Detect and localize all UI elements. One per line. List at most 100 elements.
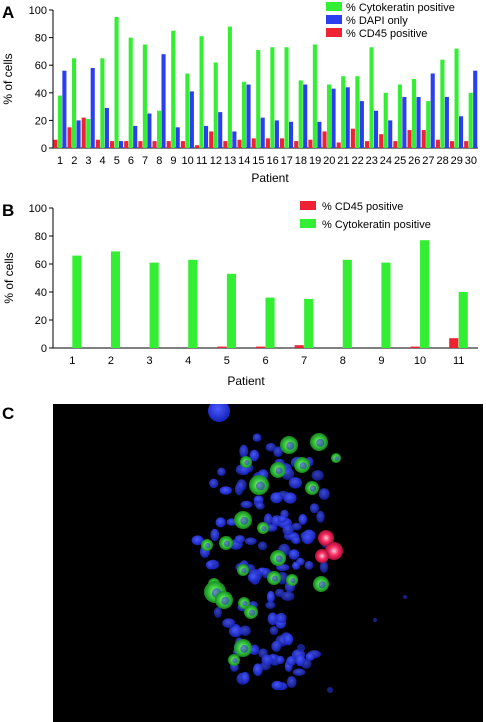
cell-nucleus [309, 485, 317, 492]
nucleus [295, 654, 306, 667]
cell-nucleus [248, 609, 256, 616]
nucleus [286, 656, 297, 666]
x-tick-label: 8 [340, 355, 346, 367]
bar-dapi-only-patient-17 [289, 121, 294, 148]
bar-cytokeratin-positive-patient-18 [298, 80, 303, 148]
bar-cytokeratin-positive-patient-7 [304, 299, 314, 348]
nucleus [309, 503, 319, 514]
x-tick-label: 7 [301, 355, 307, 367]
cell-nucleus [261, 525, 267, 532]
bar-cd45-positive-patient-15 [251, 138, 256, 148]
bar-cd45-positive-patient-29 [450, 141, 455, 148]
bar-cytokeratin-positive-patient-4 [100, 58, 105, 148]
x-tick-label: 10 [181, 155, 193, 167]
y-tick-label: 20 [35, 315, 47, 327]
nucleus [319, 560, 329, 573]
bar-cytokeratin-positive-patient-10 [420, 240, 430, 348]
bar-cd45-positive-patient-28 [435, 139, 440, 148]
panel-b-xlabel: Patient [227, 374, 265, 388]
bar-cd45-positive-patient-12 [209, 131, 214, 148]
bar-cd45-positive-patient-24 [379, 134, 384, 148]
legend-swatch-cd45 [300, 201, 316, 210]
bar-cd45-positive-patient-3 [81, 117, 86, 148]
bar-dapi-only-patient-15 [260, 117, 265, 148]
bar-dapi-only-patient-27 [430, 73, 435, 148]
y-tick-label: 100 [29, 203, 47, 215]
cell-nucleus [316, 438, 325, 447]
bar-cytokeratin-positive-patient-22 [355, 76, 360, 148]
bar-cd45-positive-patient-30 [464, 141, 469, 148]
bar-cd45-positive-patient-8 [152, 141, 157, 148]
nucleus [297, 644, 305, 652]
cell-nucleus [221, 596, 230, 605]
panel-a-xlabel: Patient [251, 171, 289, 185]
nucleus [261, 654, 273, 666]
x-tick-label: 10 [414, 355, 426, 367]
bar-dapi-only-patient-2 [76, 120, 81, 148]
bar-cytokeratin-positive-patient-8 [157, 110, 162, 148]
bar-cytokeratin-positive-patient-5 [114, 16, 119, 149]
nucleus [311, 470, 324, 481]
bar-dapi-only-patient-26 [416, 96, 421, 148]
x-tick-label: 29 [451, 155, 463, 167]
nucleus [217, 467, 226, 476]
legend-label-cd45: % CD45 positive [322, 201, 403, 213]
nucleus [252, 663, 263, 676]
bar-cd45-positive-patient-19 [308, 139, 313, 148]
bar-cytokeratin-positive-patient-11 [199, 36, 204, 148]
y-tick-label: 20 [35, 115, 47, 127]
nucleus [222, 618, 236, 628]
nucleus [252, 433, 262, 442]
bar-cytokeratin-positive-patient-2 [110, 251, 121, 348]
nucleus [275, 612, 287, 624]
nucleus [263, 513, 273, 526]
bar-cd45-positive-patient-22 [350, 128, 355, 148]
bar-cytokeratin-positive-patient-8 [342, 259, 352, 348]
bar-cytokeratin-positive-patient-9 [171, 30, 176, 149]
bar-cytokeratin-positive-patient-10 [185, 73, 190, 148]
cell-nucleus [240, 644, 249, 653]
bar-cd45-positive-patient-18 [294, 141, 299, 148]
x-tick-label: 6 [262, 355, 268, 367]
x-tick-label: 24 [380, 155, 392, 167]
bar-cd45-positive-patient-9 [166, 141, 171, 148]
x-tick-label: 30 [465, 155, 477, 167]
bar-dapi-only-patient-6 [133, 125, 138, 148]
nucleus [305, 652, 315, 661]
bar-cytokeratin-positive-patient-23 [369, 47, 374, 149]
bar-dapi-only-patient-25 [402, 96, 407, 148]
legend-swatch-dapi [326, 15, 342, 24]
bar-dapi-only-patient-18 [303, 84, 308, 148]
bar-cytokeratin-positive-patient-15 [256, 50, 261, 148]
bar-dapi-only-patient-5 [119, 141, 124, 148]
bar-dapi-only-patient-22 [359, 101, 364, 148]
cell-nucleus [241, 567, 247, 574]
x-tick-label: 21 [337, 155, 349, 167]
x-tick-label: 22 [351, 155, 363, 167]
bar-cd45-positive-patient-7 [294, 345, 304, 348]
nucleus [257, 541, 268, 551]
x-tick-label: 26 [408, 155, 420, 167]
bar-cd45-positive-patient-13 [223, 141, 228, 148]
nucleus [373, 618, 377, 622]
bar-dapi-only-patient-14 [246, 84, 251, 148]
panel-b-legend: % CD45 positive % Cytokeratin positive [300, 201, 431, 231]
panel-b-letter: B [2, 201, 14, 220]
bar-cytokeratin-positive-patient-19 [312, 44, 317, 148]
nucleus [240, 500, 253, 509]
bar-dapi-only-patient-9 [175, 127, 180, 148]
x-tick-label: 20 [323, 155, 335, 167]
nucleus [267, 612, 278, 626]
cd45-cell [325, 542, 343, 560]
bar-cytokeratin-positive-patient-6 [265, 297, 275, 348]
legend-swatch-cytokeratin [300, 219, 316, 228]
panel-c: C [2, 404, 483, 722]
nucleus [327, 687, 333, 693]
bar-dapi-only-patient-4 [104, 107, 109, 148]
bar-cd45-positive-patient-10 [410, 346, 420, 348]
x-tick-label: 17 [281, 155, 293, 167]
bar-dapi-only-patient-30 [473, 70, 478, 148]
y-tick-label: 60 [35, 259, 47, 271]
bar-cd45-positive-patient-25 [393, 141, 398, 148]
